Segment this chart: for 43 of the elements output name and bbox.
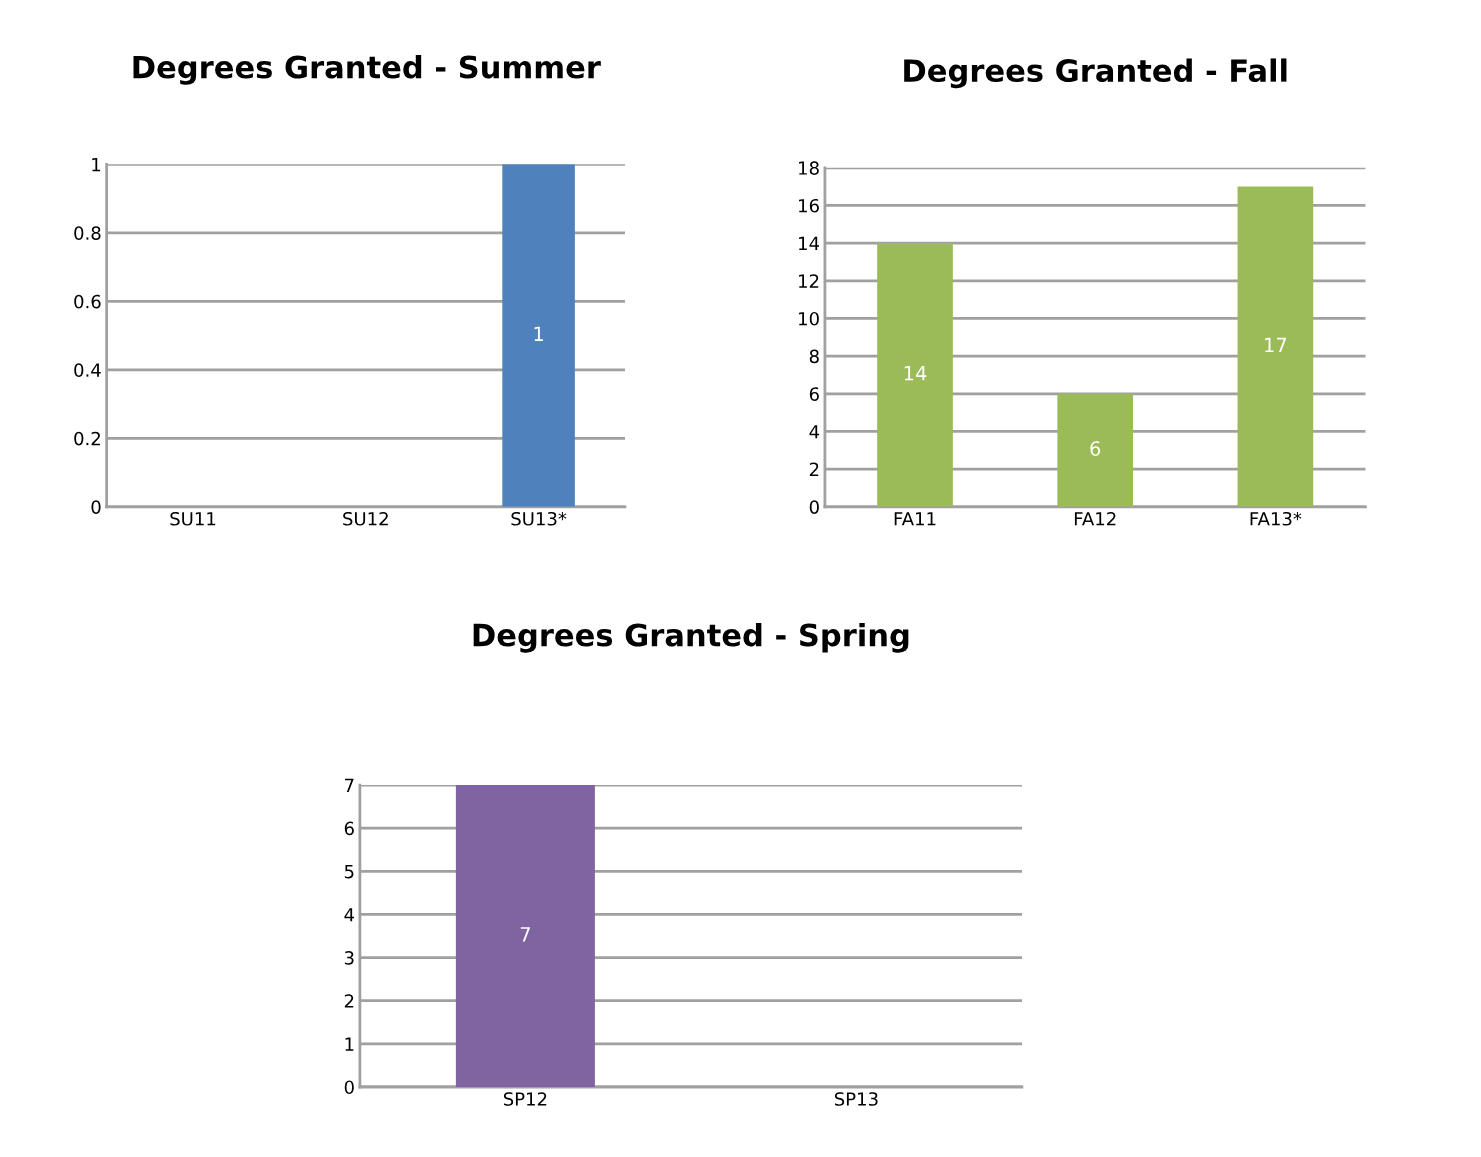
y-tick-label: 3 — [344, 951, 354, 965]
bar — [1237, 186, 1314, 507]
x-tick-label: SU13* — [511, 511, 567, 526]
y-tick-label: 0 — [344, 1080, 354, 1095]
y-tick-label: 7 — [345, 778, 354, 792]
y-tick-label: 0 — [809, 500, 819, 514]
y-tick-label: 0.4 — [74, 363, 101, 377]
y-tick-label: 8 — [809, 349, 819, 364]
data-label: 14 — [904, 366, 927, 381]
y-tick-label: 0.2 — [74, 431, 100, 446]
data-label: 1 — [534, 326, 543, 341]
x-tick-label: SU11 — [170, 511, 216, 526]
x-tick-label: FA12 — [1074, 511, 1116, 526]
y-tick-label: 12 — [799, 274, 819, 288]
y-tick-label: 2 — [809, 462, 819, 476]
y-tick-label: 16 — [799, 198, 819, 213]
y-tick-label: 6 — [809, 387, 819, 401]
y-tick-label: 2 — [344, 994, 354, 1008]
y-tick-label: 5 — [344, 865, 354, 879]
bar — [877, 243, 953, 507]
x-tick-label: FA11 — [894, 512, 936, 526]
y-tick-label: 18 — [799, 161, 819, 175]
y-tick-label: 6 — [344, 821, 354, 836]
chart-title: Degrees Granted - Spring — [473, 622, 909, 653]
bar — [1057, 393, 1134, 507]
y-tick-label: 0.6 — [74, 294, 101, 309]
y-tick-label: 4 — [344, 908, 355, 922]
x-tick-label: SP12 — [503, 1092, 547, 1106]
chart-title: Degrees Granted - Summer — [133, 54, 601, 85]
chart-title: Degrees Granted - Fall — [904, 58, 1287, 89]
y-tick-label: 4 — [809, 425, 820, 439]
data-label: 6 — [1090, 441, 1101, 456]
y-tick-label: 0.8 — [74, 226, 101, 240]
x-tick-label: SP13 — [834, 1092, 878, 1106]
y-tick-label: 10 — [799, 311, 819, 326]
y-tick-label: 1 — [345, 1037, 354, 1051]
x-tick-label: FA13* — [1250, 511, 1302, 526]
y-tick-label: 14 — [799, 236, 820, 250]
y-tick-label: 1 — [92, 157, 101, 172]
y-tick-label: 0 — [91, 500, 101, 514]
x-tick-label: SU12 — [343, 511, 388, 526]
data-label: 7 — [520, 927, 530, 942]
data-label: 17 — [1265, 337, 1287, 353]
